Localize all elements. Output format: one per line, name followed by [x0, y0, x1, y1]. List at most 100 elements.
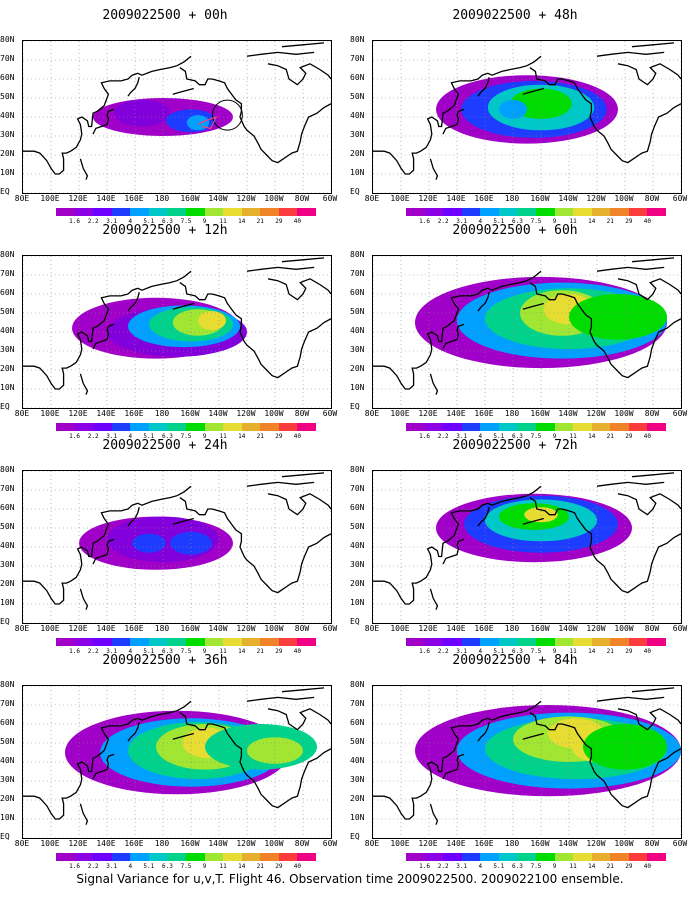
colorbar-label: 6.3	[162, 648, 173, 655]
colorbar-swatch	[535, 638, 555, 646]
colorbar-label: 6.3	[512, 863, 523, 870]
longitude-label: 140W	[208, 409, 228, 418]
colorbar-swatch	[260, 638, 279, 646]
colorbar-swatch	[260, 423, 279, 431]
latitude-label: 10N	[0, 598, 15, 607]
longitude-label: 100W	[264, 839, 284, 848]
colorbar-swatch	[424, 208, 444, 216]
colorbar-label: 29	[275, 433, 283, 440]
colorbar-swatch	[535, 853, 555, 861]
colorbar-label: 14	[238, 218, 246, 225]
map-panel: 2009022500 + 36h 80N 70N 60N 50N 40N 30N 20N 10N…	[0, 645, 337, 870]
longitude-label: 160W	[180, 839, 200, 848]
longitude-label: 160W	[180, 194, 200, 203]
colorbar-label: 7.5	[530, 863, 542, 870]
colorbar-swatch	[111, 423, 131, 431]
colorbar-swatch	[130, 423, 149, 431]
coastline	[23, 485, 192, 605]
latitude-label: 50N	[350, 307, 365, 316]
colorbar-swatch	[204, 638, 224, 646]
colorbar-swatch	[260, 208, 279, 216]
colorbar-label: 2.2	[437, 648, 449, 655]
coastline	[529, 282, 681, 379]
colorbar-label: 21	[256, 433, 264, 440]
coastline	[631, 472, 675, 478]
map-panel: 2009022500 + 60h 80N 70N 60N 50N 40N 30N 20N 10N…	[350, 215, 687, 440]
longitude-label: 180	[154, 194, 170, 203]
latitude-label: 20N	[350, 579, 365, 588]
longitude-label: 120W	[236, 839, 256, 848]
colorbar-swatch	[278, 853, 298, 861]
latitude-label: 10N	[350, 598, 365, 607]
colorbar-label: 9	[552, 218, 557, 225]
longitude-label: 80W	[644, 839, 660, 848]
coastline	[127, 506, 140, 527]
panel-title: 2009022500 + 84h	[452, 653, 578, 668]
colorbar-label: 3.1	[106, 433, 118, 440]
observation-circle	[211, 99, 243, 131]
latitude-label: EQ	[350, 402, 360, 411]
colorbar-label: 14	[588, 648, 596, 655]
coastline	[617, 493, 681, 516]
latitude-label: 40N	[0, 326, 15, 335]
colorbar-swatch	[74, 638, 94, 646]
longitude-label: 120E	[68, 409, 88, 418]
latitude-label: 50N	[0, 92, 15, 101]
colorbar-swatch	[167, 853, 186, 861]
longitude-label: 100W	[264, 194, 284, 203]
latitude-label: 30N	[350, 130, 365, 139]
colorbar-swatch	[56, 853, 75, 861]
map-plot	[22, 470, 332, 624]
latitude-label: 10N	[0, 813, 15, 822]
latitude-label: 10N	[0, 168, 15, 177]
longitude-label: 160W	[180, 409, 200, 418]
longitude-label: 180	[504, 194, 520, 203]
coastline	[267, 278, 331, 301]
panel-title: 2009022500 + 72h	[452, 438, 578, 453]
longitude-label: 100W	[614, 624, 634, 633]
coastline	[477, 506, 490, 527]
coastline	[596, 696, 665, 702]
colorbar-swatch	[93, 208, 112, 216]
latitude-label: 70N	[350, 484, 365, 493]
coastline	[246, 51, 315, 57]
colorbar-swatch	[628, 208, 648, 216]
colorbar-label: 9	[202, 863, 207, 870]
longitude-label: 140E	[96, 409, 116, 418]
colorbar-label: 2.2	[437, 863, 449, 870]
longitude-label: 180	[154, 624, 170, 633]
longitude-label: 120E	[418, 839, 438, 848]
latitude-label: 80N	[350, 35, 365, 44]
colorbar-label: 6.3	[162, 863, 173, 870]
coastline	[596, 51, 665, 57]
colorbar-swatch	[111, 853, 131, 861]
coastline	[477, 76, 490, 97]
coastline	[373, 485, 542, 605]
longitude-label: 160W	[530, 839, 550, 848]
longitude-label: 80W	[644, 409, 660, 418]
colorbar	[56, 423, 316, 431]
colorbar-label: 5.1	[143, 863, 155, 870]
colorbar-swatch	[443, 853, 462, 861]
colorbar-swatch	[517, 638, 536, 646]
longitude-label: 80W	[294, 624, 310, 633]
colorbar-swatch	[647, 423, 666, 431]
colorbar-swatch	[406, 208, 425, 216]
coastline	[442, 323, 465, 350]
longitude-label: 120E	[418, 624, 438, 633]
longitude-label: 60W	[672, 624, 688, 633]
colorbar-label: 21	[256, 863, 264, 870]
colorbar-label: 6.3	[162, 218, 173, 225]
colorbar-swatch	[573, 423, 592, 431]
longitude-label: 80E	[14, 409, 30, 418]
longitude-label: 80W	[644, 624, 660, 633]
longitude-label: 100E	[40, 839, 60, 848]
variance-contour	[524, 507, 558, 523]
latitude-label: 30N	[0, 345, 15, 354]
colorbar-label: 11	[569, 433, 577, 440]
coastline	[529, 712, 681, 809]
longitude-label: 100E	[390, 194, 410, 203]
colorbar-label: 40	[293, 863, 302, 870]
colorbar-swatch	[535, 423, 555, 431]
panel-title: 2009022500 + 48h	[452, 8, 578, 23]
